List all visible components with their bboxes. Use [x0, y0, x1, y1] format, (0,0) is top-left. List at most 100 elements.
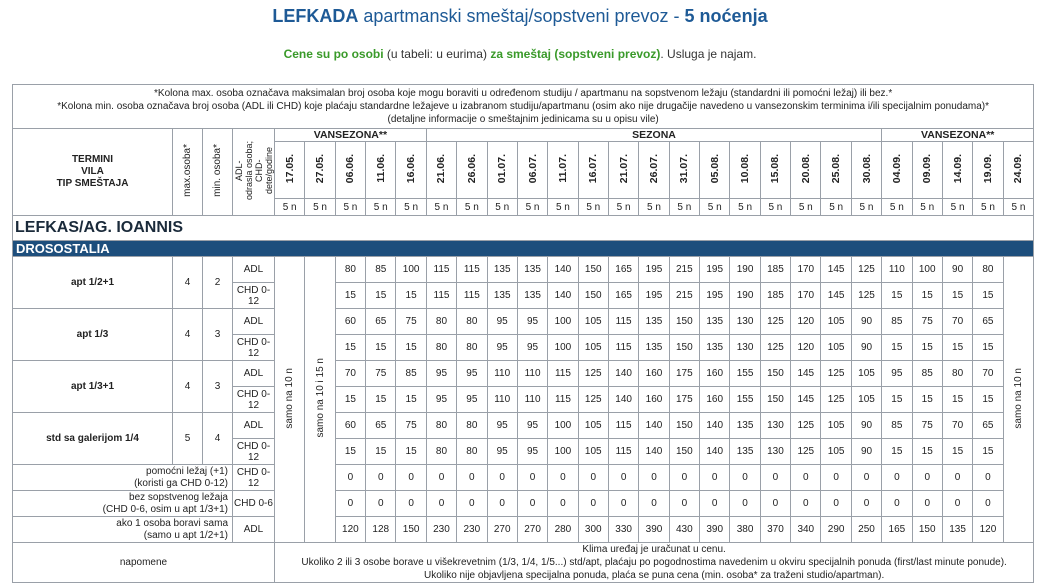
price-cell: 390: [638, 516, 670, 543]
price-cell: 80: [941, 360, 974, 387]
price-type: CHD 0-12: [232, 282, 275, 309]
price-cell: 190: [729, 282, 761, 309]
price-cell: 0: [425, 490, 458, 517]
price-cell: 195: [699, 256, 731, 283]
price-cell: 0: [334, 464, 367, 491]
price-cell: 0: [699, 490, 731, 517]
price-cell: 185: [759, 256, 792, 283]
header-adl-chd: ADL-odrasla osoba; CHD-dete/godine: [232, 128, 275, 216]
side-note-label: samo na 10 n: [1012, 367, 1024, 429]
extra-label: pomoćni ležaj (+1) (koristi ga CHD 0-12): [12, 464, 233, 491]
date-header: 21.06.: [425, 141, 458, 199]
price-cell: 0: [577, 490, 609, 517]
extra-label-line: ako 1 osoba boravi sama: [116, 517, 228, 529]
price-type: ADL: [232, 256, 275, 283]
price-cell: 15: [334, 438, 367, 465]
room-name: apt 1/3+1: [12, 360, 173, 413]
room-name: apt 1/3: [12, 308, 173, 361]
price-cell: 115: [607, 438, 640, 465]
price-cell: 150: [759, 360, 792, 387]
price-cell: 0: [941, 490, 974, 517]
price-cell: 100: [911, 256, 943, 283]
nights-label: 5 n: [911, 198, 943, 216]
nights-label: 5 n: [638, 198, 670, 216]
price-cell: 60: [334, 412, 367, 439]
price-cell: 0: [395, 464, 427, 491]
price-cell: 115: [456, 256, 488, 283]
price-cell: 0: [486, 464, 518, 491]
room-min: 3: [202, 360, 233, 413]
price-cell: 0: [729, 490, 761, 517]
room-min: 3: [202, 308, 233, 361]
price-cell: 140: [638, 438, 670, 465]
date-label: 17.05.: [283, 153, 296, 184]
price-cell: 270: [486, 516, 518, 543]
price-cell: 140: [699, 438, 731, 465]
date-label: 21.06.: [435, 153, 448, 184]
date-label: 24.09.: [1012, 153, 1025, 184]
date-header: 09.09.: [911, 141, 943, 199]
price-cell: 140: [699, 412, 731, 439]
price-cell: 15: [881, 386, 913, 413]
price-cell: 0: [972, 490, 1004, 517]
price-cell: 195: [638, 256, 670, 283]
price-cell: 330: [607, 516, 640, 543]
price-cell: 140: [638, 412, 670, 439]
room-max: 4: [172, 360, 203, 413]
date-header: 24.09.: [1002, 141, 1035, 199]
price-cell: 90: [850, 438, 883, 465]
side-note-label: samo na 10 n: [284, 367, 296, 429]
date-header: 10.08.: [729, 141, 761, 199]
price-cell: 0: [881, 464, 913, 491]
header-adl-chd-label: ADL-odrasla osoba; CHD-dete/godine: [234, 141, 274, 200]
price-cell: 115: [425, 282, 458, 309]
price-cell: 0: [820, 490, 852, 517]
price-cell: 125: [790, 412, 822, 439]
price-cell: 0: [395, 490, 427, 517]
price-cell: 0: [486, 490, 518, 517]
price-cell: 0: [365, 464, 397, 491]
date-label: 26.07.: [647, 153, 660, 184]
price-cell: 135: [729, 412, 761, 439]
price-cell: 15: [972, 386, 1004, 413]
price-cell: 150: [577, 256, 609, 283]
nights-label: 5 n: [790, 198, 822, 216]
date-header: 15.08.: [759, 141, 792, 199]
price-cell: 95: [516, 438, 549, 465]
price-cell: 130: [759, 438, 792, 465]
price-cell: 150: [668, 334, 701, 361]
price-cell: 95: [425, 360, 458, 387]
price-cell: 125: [820, 360, 852, 387]
footer-note-line: Ukoliko 2 ili 3 osobe borave u višekreve…: [301, 557, 1007, 568]
price-cell: 75: [365, 360, 397, 387]
price-cell: 125: [820, 386, 852, 413]
header-termini: TERMINI VILA TIP SMEŠTAJA: [12, 128, 173, 216]
footer-note-line: Ukoliko nije objavljena specijalna ponud…: [423, 570, 885, 581]
price-cell: 15: [941, 438, 974, 465]
date-label: 10.08.: [739, 153, 752, 184]
price-cell: 65: [972, 412, 1004, 439]
price-cell: 230: [425, 516, 458, 543]
price-cell: 80: [456, 412, 488, 439]
price-cell: 150: [668, 308, 701, 335]
price-cell: 0: [456, 490, 488, 517]
extra-label-line: (koristi ga CHD 0-12): [134, 477, 228, 489]
price-cell: 380: [729, 516, 761, 543]
price-cell: 85: [911, 360, 943, 387]
price-cell: 70: [972, 360, 1004, 387]
price-cell: 135: [486, 256, 518, 283]
header-max-osoba-label: max.osoba*: [182, 144, 193, 197]
price-cell: 125: [850, 282, 883, 309]
price-cell: 115: [456, 282, 488, 309]
price-cell: 128: [365, 516, 397, 543]
price-cell: 135: [486, 282, 518, 309]
date-label: 27.05.: [314, 153, 327, 184]
price-type: ADL: [232, 360, 275, 387]
price-cell: 15: [365, 386, 397, 413]
nights-label: 5 n: [486, 198, 518, 216]
price-cell: 0: [638, 490, 670, 517]
header-adl-chd-line: CHD-: [253, 159, 264, 182]
price-cell: 100: [547, 334, 579, 361]
price-cell: 95: [486, 438, 518, 465]
price-cell: 150: [759, 386, 792, 413]
